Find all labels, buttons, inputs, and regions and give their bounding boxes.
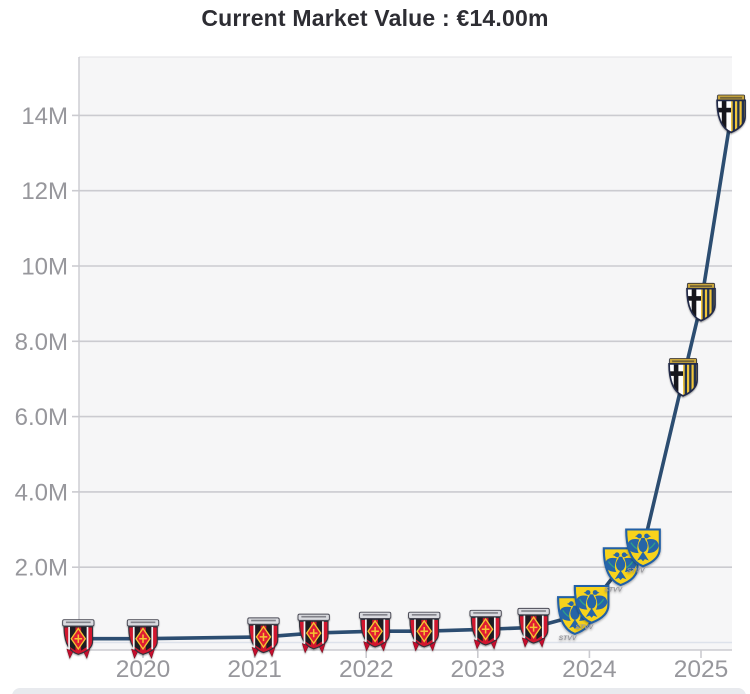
data-point-urawa[interactable] xyxy=(126,619,160,659)
data-point-parma[interactable] xyxy=(716,94,746,134)
bottom-panel-edge xyxy=(12,688,746,694)
x-axis-label: 2025 xyxy=(674,656,729,683)
data-point-urawa[interactable] xyxy=(408,611,441,652)
stvv-wordmark: STVV xyxy=(559,635,578,642)
y-axis-label: 6.0M xyxy=(15,404,68,431)
data-point-urawa[interactable] xyxy=(358,611,392,652)
data-point-stvv[interactable]: STVV xyxy=(602,547,639,593)
data-point-parma[interactable] xyxy=(668,358,698,397)
data-point-urawa[interactable] xyxy=(62,619,95,659)
data-point-stvv[interactable]: STVV xyxy=(573,584,610,631)
stvv-wordmark: STVV xyxy=(627,568,646,575)
y-axis-label: 14M xyxy=(21,103,68,130)
y-axis-label: 8.0M xyxy=(15,329,68,356)
x-axis-label: 2023 xyxy=(451,656,506,683)
x-axis-label: 2022 xyxy=(339,656,394,683)
chart-title: Current Market Value : €14.00m xyxy=(201,5,549,31)
x-axis-label: 2021 xyxy=(227,656,282,683)
y-axis-label: 4.0M xyxy=(15,479,68,506)
data-point-urawa[interactable] xyxy=(517,607,550,648)
data-point-parma[interactable] xyxy=(686,282,716,322)
data-point-urawa[interactable] xyxy=(469,609,502,650)
stvv-wordmark: STVV xyxy=(604,586,623,593)
x-axis-label: 2024 xyxy=(562,656,617,683)
stvv-wordmark: STVV xyxy=(575,624,594,631)
y-axis-label: 2.0M xyxy=(15,555,68,582)
y-axis-label: 12M xyxy=(21,178,68,205)
data-point-urawa[interactable] xyxy=(247,617,280,658)
y-axis-label: 10M xyxy=(21,254,68,281)
x-axis-label: 2020 xyxy=(116,656,171,683)
data-point-urawa[interactable] xyxy=(297,613,330,654)
data-point-stvv[interactable]: STVV xyxy=(625,528,661,575)
